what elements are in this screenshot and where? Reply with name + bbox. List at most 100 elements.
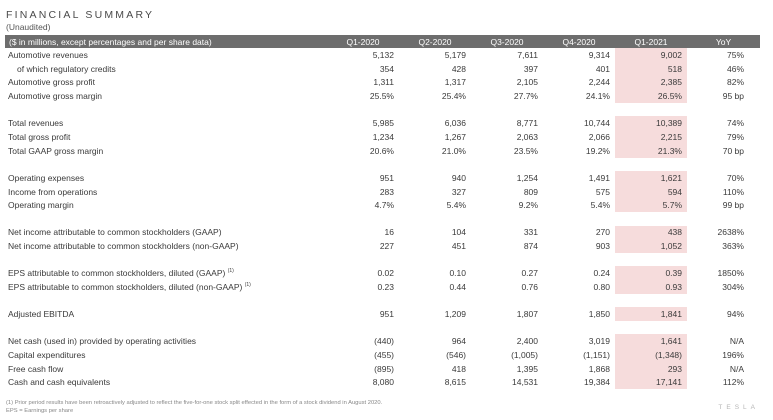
cell-value: 104 xyxy=(451,227,466,238)
table-row: Net income attributable to common stockh… xyxy=(5,225,760,240)
cell-value: 16 xyxy=(384,227,394,238)
cell-yoy: 304% xyxy=(722,282,744,292)
cell-value: 0.44 xyxy=(449,282,466,292)
cell-value: 451 xyxy=(451,241,466,252)
section-spacer xyxy=(5,103,760,116)
row-label-text: Total revenues xyxy=(8,118,64,129)
cell-value: 9.2% xyxy=(518,200,538,211)
cell-value: 0.10 xyxy=(449,268,466,279)
row-label-text: Operating margin xyxy=(8,200,74,211)
cell-value-current: 9,002 xyxy=(615,48,687,62)
footnote-split: (1) Prior period results have been retro… xyxy=(6,400,383,406)
cell-value: (1,005) xyxy=(511,349,538,360)
cell-value: 3,019 xyxy=(588,335,610,346)
row-label: Free cash flow xyxy=(5,362,327,376)
cell-value: 0.80 xyxy=(593,282,610,292)
cell-value: 2,063 xyxy=(516,132,538,143)
table-row: Total GAAP gross margin 20.6% 21.0% 23.5% 19… xyxy=(5,143,760,158)
table-row: Automotive gross profit 1,311 1,317 2,105 2,… xyxy=(5,75,760,90)
cell-value-current: 17,141 xyxy=(615,375,687,390)
cell-value: 2,400 xyxy=(516,335,538,346)
section-spacer xyxy=(5,253,760,266)
row-label: Adjusted EBITDA xyxy=(5,307,327,321)
header-label: ($ in millions, except percentages and p… xyxy=(5,35,327,48)
cell-value: (440) xyxy=(374,335,394,346)
cell-yoy: 112% xyxy=(722,377,744,388)
cell-value: 1,311 xyxy=(373,77,394,88)
cell-yoy: 110% xyxy=(722,186,744,197)
cell-value: 903 xyxy=(595,241,610,252)
cell-value-current: (1,348) xyxy=(615,347,687,362)
row-label-text: Free cash flow xyxy=(8,363,64,374)
table-row: Automotive gross margin 25.5% 25.4% 27.7% 24… xyxy=(5,89,760,104)
row-label-text: Cash and cash equivalents xyxy=(8,377,111,388)
cell-value: 0.27 xyxy=(521,268,538,279)
cell-value: 1,209 xyxy=(444,308,466,319)
cell-yoy: 2638% xyxy=(717,227,744,238)
cell-value: 19.2% xyxy=(585,145,610,156)
cell-yoy: N/A xyxy=(729,363,744,374)
table-row: EPS attributable to common stockholders,… xyxy=(5,266,760,281)
row-label-text: Automotive revenues xyxy=(8,49,88,60)
cell-value: 940 xyxy=(451,172,466,183)
cell-value-current: 26.5% xyxy=(615,89,687,104)
cell-yoy: 74% xyxy=(726,118,744,129)
cell-value: 418 xyxy=(451,363,466,374)
table-row: EPS attributable to common stockholders,… xyxy=(5,280,760,294)
cell-value: 270 xyxy=(595,227,610,238)
cell-value: 23.5% xyxy=(513,145,538,156)
cell-value: 2,066 xyxy=(588,132,610,143)
row-label: Total revenues xyxy=(5,116,327,130)
cell-value: 25.4% xyxy=(441,91,466,102)
cell-value: 1,807 xyxy=(516,308,538,319)
cell-value-current: 594 xyxy=(615,184,687,199)
table-row: Income from operations 283 327 809 575 594 110… xyxy=(5,184,760,199)
page-subtitle: (Unaudited) xyxy=(6,22,51,32)
section-spacer xyxy=(5,158,760,171)
cell-value: 227 xyxy=(379,241,394,252)
row-label: Operating margin xyxy=(5,199,327,213)
row-label: of which regulatory credits xyxy=(5,62,327,76)
row-label: Automotive gross margin xyxy=(5,89,327,103)
cell-yoy: 363% xyxy=(722,241,744,252)
row-label: Total GAAP gross margin xyxy=(5,144,327,158)
cell-value-current: 293 xyxy=(615,361,687,376)
row-label: Capital expenditures xyxy=(5,348,327,362)
row-label-text: EPS attributable to common stockholders,… xyxy=(8,282,243,292)
cell-value: 20.6% xyxy=(369,145,394,156)
cell-yoy: 99 bp xyxy=(722,200,744,211)
cell-value-current: 0.39 xyxy=(615,266,687,281)
cell-value: 1,395 xyxy=(516,363,538,374)
cell-value: 1,850 xyxy=(588,308,610,319)
cell-value: 5.4% xyxy=(590,200,610,211)
cell-value-current: 1,052 xyxy=(615,239,687,254)
cell-value: 2,244 xyxy=(588,77,610,88)
cell-value: 397 xyxy=(523,63,538,74)
cell-value: 0.24 xyxy=(593,268,610,279)
financial-summary-table: ($ in millions, except percentages and p… xyxy=(5,35,760,390)
cell-value: (455) xyxy=(374,349,394,360)
header-period: Q2-2020 xyxy=(399,35,471,48)
cell-value: 5,985 xyxy=(372,118,394,129)
row-label-text: of which regulatory credits xyxy=(17,63,116,74)
row-label-text: Total GAAP gross margin xyxy=(8,145,104,156)
cell-yoy: 70% xyxy=(726,172,744,183)
cell-yoy: 1850% xyxy=(717,268,744,279)
cell-yoy: 46% xyxy=(726,63,744,74)
cell-value: 5,132 xyxy=(372,49,394,60)
row-label: Automotive revenues xyxy=(5,48,327,62)
cell-value: 8,771 xyxy=(516,118,538,129)
table-row: Operating expenses 951 940 1,254 1,491 1,621 7… xyxy=(5,170,760,185)
cell-yoy: 95 bp xyxy=(722,91,744,102)
header-period: Q1-2021 xyxy=(615,35,687,48)
cell-value: 354 xyxy=(379,63,394,74)
cell-yoy: N/A xyxy=(729,335,744,346)
cell-yoy: 75% xyxy=(726,49,744,60)
header-period: Q1-2020 xyxy=(327,35,399,48)
table-row: Capital expenditures (455) (546) (1,005) (1,… xyxy=(5,347,760,362)
row-label-text: Automotive gross margin xyxy=(8,91,103,102)
table-row: Operating margin 4.7% 5.4% 9.2% 5.4% 5.7% 99 b… xyxy=(5,198,760,213)
row-label-text: Net income attributable to common stockh… xyxy=(8,227,222,238)
brand-logo: TESLA xyxy=(718,404,759,411)
cell-yoy: 70 bp xyxy=(722,145,744,156)
